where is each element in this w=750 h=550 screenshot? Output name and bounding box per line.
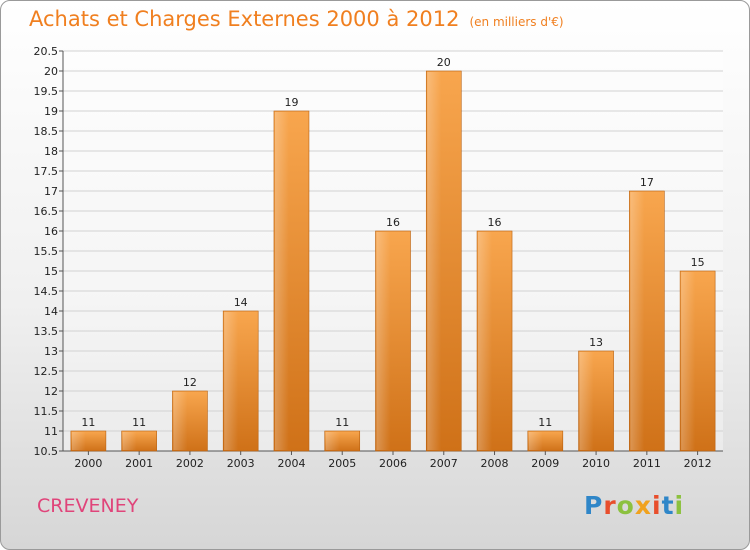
x-tick-label: 2009 xyxy=(531,457,559,470)
value-label: 16 xyxy=(386,216,400,229)
logo-letter: r xyxy=(603,491,617,520)
y-tick-label: 15.5 xyxy=(34,245,59,258)
y-tick-label: 16 xyxy=(44,225,58,238)
y-tick-label: 20.5 xyxy=(34,45,59,58)
x-tick-label: 2001 xyxy=(125,457,153,470)
value-label: 11 xyxy=(335,416,349,429)
value-label: 16 xyxy=(488,216,502,229)
value-label: 11 xyxy=(132,416,146,429)
value-label: 11 xyxy=(538,416,552,429)
logo-letter: P xyxy=(584,491,604,520)
x-tick-label: 2007 xyxy=(430,457,458,470)
x-tick-label: 2006 xyxy=(379,457,407,470)
y-tick-labels: 10.5 11 11.5 12 12.5 13 13.5 14 14.5 15 15.5 16 16.5… xyxy=(34,45,59,458)
y-tick-label: 10.5 xyxy=(34,445,59,458)
y-tick-label: 18.5 xyxy=(34,125,59,138)
x-tick-label: 2004 xyxy=(277,457,305,470)
x-tick-label: 2003 xyxy=(227,457,255,470)
chart-title-text: Achats et Charges Externes 2000 à 2012 xyxy=(29,7,460,31)
value-label: 15 xyxy=(691,256,705,269)
bars xyxy=(70,70,716,452)
bar-highlight xyxy=(122,432,137,450)
y-tick-label: 19 xyxy=(44,105,58,118)
logo-letter: i xyxy=(674,491,685,520)
bar-highlight xyxy=(71,432,86,450)
bar-highlight xyxy=(274,112,289,450)
y-tick-label: 17 xyxy=(44,185,58,198)
x-tick-label: 2005 xyxy=(328,457,356,470)
value-label: 14 xyxy=(234,296,248,309)
proxiti-logo[interactable]: Proxiti xyxy=(584,491,684,520)
chart-title: Achats et Charges Externes 2000 à 2012 (e… xyxy=(29,7,564,31)
bar-highlight xyxy=(325,432,340,450)
x-tick-label: 2000 xyxy=(74,457,102,470)
x-tick-label: 2011 xyxy=(633,457,661,470)
chart-subtitle: (en milliers d'€) xyxy=(469,15,564,29)
x-tick-label: 2002 xyxy=(176,457,204,470)
value-label: 17 xyxy=(640,176,654,189)
y-tick-label: 11 xyxy=(44,425,58,438)
logo-letter: o xyxy=(616,491,635,520)
value-labels: 11 11 12 14 19 11 16 20 16 11 13 17 15 xyxy=(81,56,704,429)
y-tick-label: 14.5 xyxy=(34,285,59,298)
y-tick-label: 13 xyxy=(44,345,58,358)
bar-highlight xyxy=(630,192,645,450)
logo-letter: t xyxy=(661,491,675,520)
bar-highlight xyxy=(376,232,391,450)
y-tick-label: 12.5 xyxy=(34,365,59,378)
y-tick-label: 11.5 xyxy=(34,405,59,418)
x-tick-labels: 2000 2001 2002 2003 2004 2005 2006 2007 2008 2009… xyxy=(74,457,711,470)
value-label: 11 xyxy=(81,416,95,429)
x-tick-label: 2008 xyxy=(481,457,509,470)
y-tick-label: 16.5 xyxy=(34,205,59,218)
logo-letter: x xyxy=(634,491,652,520)
y-tick-label: 13.5 xyxy=(34,325,59,338)
y-tick-label: 15 xyxy=(44,265,58,278)
y-tick-label: 17.5 xyxy=(34,165,59,178)
y-tick-label: 19.5 xyxy=(34,85,59,98)
bar-highlight xyxy=(681,272,696,450)
y-tick-label: 18 xyxy=(44,145,58,158)
x-tick-label: 2010 xyxy=(582,457,610,470)
bar-highlight xyxy=(478,232,493,450)
bar-highlight xyxy=(579,352,594,450)
bar-highlight xyxy=(427,72,442,450)
y-tick-label: 12 xyxy=(44,385,58,398)
value-label: 13 xyxy=(589,336,603,349)
y-tick-label: 20 xyxy=(44,65,58,78)
commune-name: CREVENEY xyxy=(37,495,139,517)
y-tick-label: 14 xyxy=(44,305,58,318)
x-tick-label: 2012 xyxy=(684,457,712,470)
value-label: 12 xyxy=(183,376,197,389)
value-label: 20 xyxy=(437,56,451,69)
bar-highlight xyxy=(224,312,239,450)
value-label: 19 xyxy=(284,96,298,109)
bar-highlight xyxy=(173,392,188,450)
logo-letter: i xyxy=(652,491,662,520)
bar-highlight xyxy=(528,432,543,450)
